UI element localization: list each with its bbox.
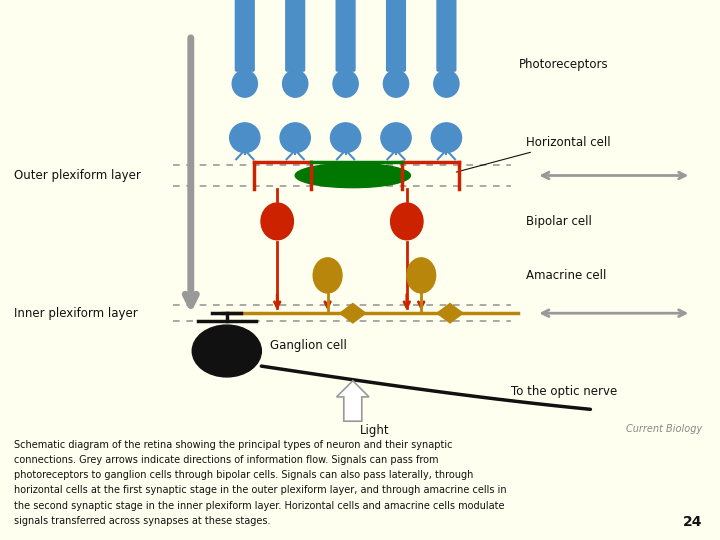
Text: connections. Grey arrows indicate directions of information flow. Signals can pa: connections. Grey arrows indicate direct… <box>14 455 439 465</box>
FancyBboxPatch shape <box>436 0 456 72</box>
Text: To the optic nerve: To the optic nerve <box>511 385 618 398</box>
Ellipse shape <box>407 258 436 293</box>
FancyBboxPatch shape <box>285 0 305 72</box>
Ellipse shape <box>261 203 294 240</box>
Text: Ganglion cell: Ganglion cell <box>270 339 347 352</box>
Polygon shape <box>336 381 369 421</box>
FancyBboxPatch shape <box>235 0 255 72</box>
Text: photoreceptors to ganglion cells through bipolar cells. Signals can also pass la: photoreceptors to ganglion cells through… <box>14 470 474 481</box>
Ellipse shape <box>381 123 411 152</box>
Text: 24: 24 <box>683 515 702 529</box>
FancyBboxPatch shape <box>336 0 356 72</box>
Text: horizontal cells at the first synaptic stage in the outer plexiform layer, and t: horizontal cells at the first synaptic s… <box>14 485 507 496</box>
Text: Outer plexiform layer: Outer plexiform layer <box>14 169 141 182</box>
Text: the second synaptic stage in the inner plexiform layer. Horizontal cells and ama: the second synaptic stage in the inner p… <box>14 501 505 511</box>
Text: signals transferred across synapses at these stages.: signals transferred across synapses at t… <box>14 516 271 526</box>
Text: Light: Light <box>360 424 390 437</box>
Ellipse shape <box>282 70 308 97</box>
Polygon shape <box>340 303 366 323</box>
Ellipse shape <box>232 70 258 97</box>
Circle shape <box>192 325 261 377</box>
Polygon shape <box>437 303 463 323</box>
Ellipse shape <box>433 70 459 97</box>
Ellipse shape <box>384 70 409 97</box>
Ellipse shape <box>390 203 423 240</box>
Text: Photoreceptors: Photoreceptors <box>518 58 608 71</box>
Text: Inner plexiform layer: Inner plexiform layer <box>14 307 138 320</box>
Ellipse shape <box>431 123 462 152</box>
Text: Schematic diagram of the retina showing the principal types of neuron and their : Schematic diagram of the retina showing … <box>14 440 453 450</box>
Text: Horizontal cell: Horizontal cell <box>456 136 611 172</box>
Ellipse shape <box>313 258 342 293</box>
Text: Amacrine cell: Amacrine cell <box>526 269 606 282</box>
Ellipse shape <box>333 70 359 97</box>
Ellipse shape <box>295 163 410 187</box>
Ellipse shape <box>330 123 361 152</box>
Ellipse shape <box>230 123 260 152</box>
FancyBboxPatch shape <box>386 0 406 72</box>
Text: Bipolar cell: Bipolar cell <box>526 215 591 228</box>
Text: Current Biology: Current Biology <box>626 424 702 434</box>
Ellipse shape <box>280 123 310 152</box>
